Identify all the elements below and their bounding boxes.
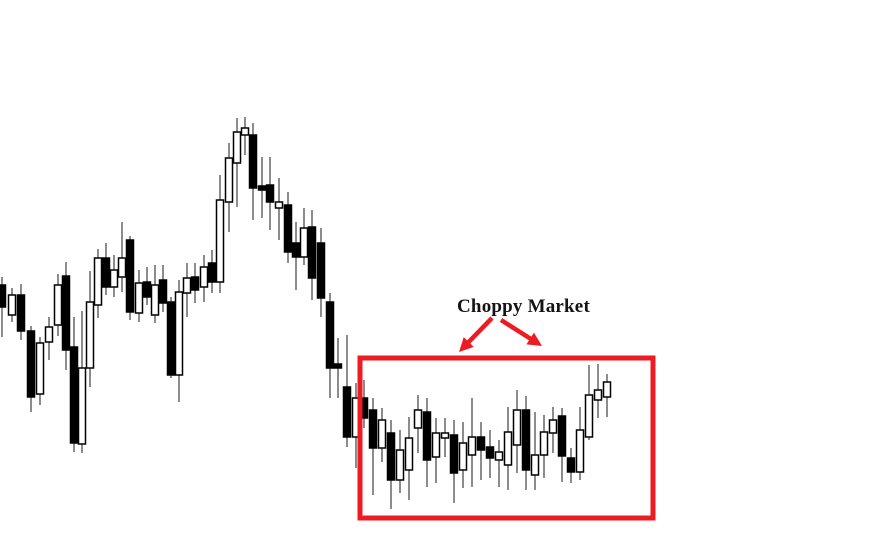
candle-body-bearish (476, 436, 486, 451)
candle-body-bullish (85, 301, 95, 369)
candle-body-bullish (431, 432, 441, 458)
candle-body-bullish (199, 266, 209, 288)
candle-body-bearish (325, 301, 335, 369)
candle-body-bearish (69, 346, 79, 444)
annotation-arrow-shaft (465, 316, 494, 346)
candle-body-bearish (316, 242, 326, 299)
candle-body-bullish (150, 284, 160, 316)
candle-body-bearish (166, 301, 176, 376)
candle-body-bearish (125, 239, 135, 313)
candle-body-bullish (274, 201, 284, 209)
candle-body-bullish (530, 454, 540, 476)
candle-body-bullish (215, 199, 225, 283)
candle-body-bullish (134, 282, 144, 314)
candle-body-bearish (368, 409, 378, 449)
candle-body-bearish (207, 262, 217, 283)
candle-body-bearish (257, 185, 267, 191)
candle-body-bullish (93, 257, 103, 306)
candle-body-bullish (174, 291, 184, 376)
candle-body-bearish (333, 363, 343, 369)
candle-body-bullish (224, 157, 234, 203)
candle-body-bullish (53, 284, 63, 326)
candle-body-bearish (283, 204, 293, 253)
candle-body-bullish (232, 131, 242, 164)
candle-body-bearish (566, 457, 576, 473)
candle-body-bearish (422, 411, 432, 461)
candle-body-bearish (485, 446, 495, 459)
candle-body-bullish (503, 431, 513, 466)
candle-body-bullish (299, 227, 309, 258)
annotation-label: Choppy Market (457, 296, 590, 317)
candle-body-bullish (467, 436, 477, 456)
candle-body-bearish (158, 279, 168, 304)
candle-body-bearish (307, 226, 317, 279)
annotation-arrow-head (526, 332, 542, 346)
candle-body-bullish (593, 389, 603, 401)
candle-body-bearish (386, 432, 396, 481)
candle-body-bullish (413, 409, 423, 429)
annotation-arrow-head (459, 337, 474, 352)
candle-body-bearish (342, 386, 352, 438)
candle-body-bullish (512, 409, 522, 446)
candle-body-bearish (142, 281, 152, 298)
candle-body-bullish (377, 419, 387, 449)
candle-body-bullish (494, 451, 504, 461)
candle-body-bearish (26, 330, 36, 398)
candle-body-bearish (521, 409, 531, 471)
candle-body-bullish (602, 381, 612, 398)
candle-body-bullish (44, 326, 54, 343)
candle-body-bullish (7, 294, 17, 316)
candle-body-bullish (109, 269, 119, 288)
candle-body-bearish (291, 242, 301, 258)
candle-body-bullish (584, 394, 594, 438)
candle-body-bullish (440, 432, 450, 439)
candle-body-bullish (539, 431, 549, 456)
candle-body-bullish (182, 277, 192, 294)
candle-body-bullish (240, 127, 250, 136)
candle-body-bearish (190, 276, 200, 291)
candle-body-bearish (101, 257, 111, 288)
candle-body-bullish (35, 342, 45, 395)
candle-body-bearish (248, 134, 258, 189)
candle-body-bearish (265, 184, 275, 203)
candle-body-bullish (548, 419, 558, 434)
candle-body-bullish (458, 442, 468, 471)
candle-body-bullish (77, 367, 87, 445)
annotation-arrow-shaft (499, 318, 534, 343)
candle-body-bearish (16, 294, 26, 332)
choppy-region-box (357, 355, 656, 521)
candle-body-bullish (395, 449, 405, 481)
candle-body-bearish (557, 415, 567, 457)
candle-body-bullish (404, 437, 414, 471)
candle-body-bearish (0, 284, 7, 308)
candle-body-bullish (117, 257, 127, 278)
candle-body-bearish (61, 275, 71, 351)
candle-body-bearish (449, 434, 459, 474)
candle-body-bullish (575, 429, 585, 473)
